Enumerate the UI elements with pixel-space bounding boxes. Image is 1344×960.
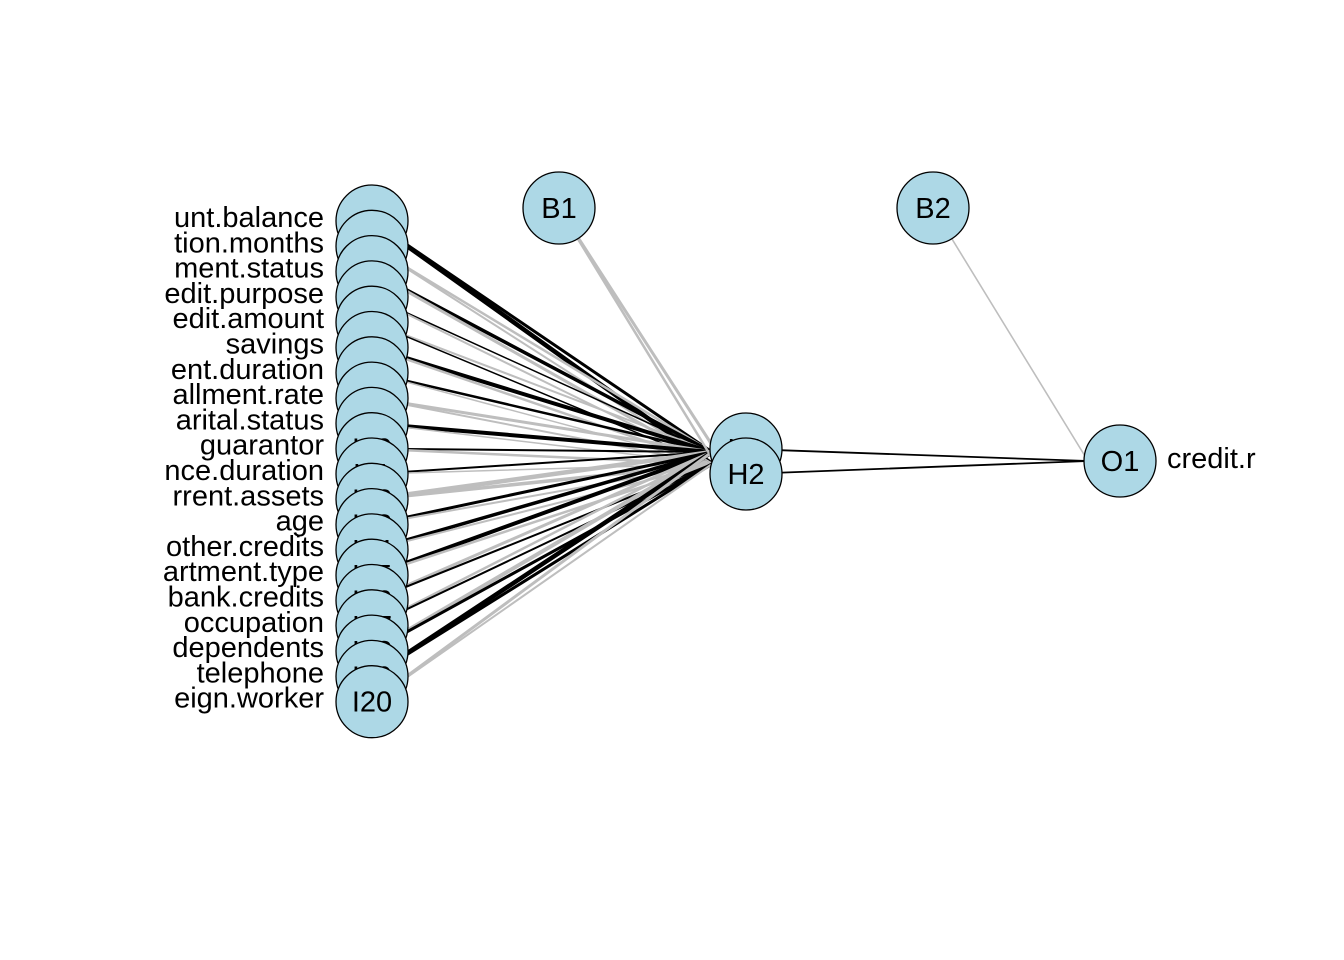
edge-i5-h1 [371, 321, 713, 453]
edge-h1-o1 [745, 448, 1089, 462]
edge-i4-h1 [371, 296, 713, 453]
edge-i6-h1 [370, 345, 714, 454]
edge-i2-h2 [371, 245, 713, 465]
hidden-node-h2: H2 [709, 437, 783, 511]
input-label-i20: eign.worker [174, 683, 324, 715]
bias-node-b2: B2 [896, 171, 970, 245]
edge-i17-h1 [370, 450, 714, 628]
hidden-node-h2-id: H2 [727, 459, 764, 491]
edge-i20-h2 [371, 463, 713, 703]
edge-i12-h1 [369, 449, 715, 502]
input-label-i10: guarantor [200, 430, 324, 462]
input-label-i14: other.credits [166, 531, 324, 563]
input-label-i3: ment.status [174, 253, 324, 285]
input-label-i7: ent.duration [171, 354, 324, 386]
edge-i15-h2 [370, 462, 714, 577]
edge-i14-h1 [370, 450, 714, 552]
hidden-node-h2-circle [709, 437, 783, 511]
edge-i8-h1 [370, 396, 714, 454]
edge-i19-h1 [369, 449, 715, 679]
edge-i13-h1 [370, 450, 714, 527]
bias-node-b1: B1 [522, 171, 596, 245]
input-node-i20: I20 [335, 665, 409, 739]
input-label-i18: dependents [172, 632, 324, 664]
output-variable-label: credit.r [1167, 443, 1256, 475]
edge-i6-h2 [370, 346, 714, 466]
edge-i9-h1 [370, 421, 714, 454]
connection-layer [369, 206, 1089, 704]
input-label-i1: unt.balance [174, 202, 324, 234]
edge-i20-h1 [370, 450, 714, 704]
edge-i8-h2 [371, 397, 713, 465]
output-node-o1: O1 [1083, 424, 1157, 498]
input-label-i12: rrent.assets [173, 480, 325, 512]
input-node-i20-id: I20 [352, 687, 392, 719]
edge-i11-h1 [371, 451, 713, 475]
edge-i11-h2 [371, 463, 713, 475]
edge-i16-h1 [370, 450, 714, 602]
edge-i2-h1 [370, 245, 714, 454]
input-node-i20-circle [335, 665, 409, 739]
edge-i7-h1 [370, 371, 714, 454]
bias-node-b2-circle [896, 171, 970, 245]
edge-i15-h1 [370, 450, 714, 578]
output-node-o1-id: O1 [1101, 446, 1140, 478]
edge-i3-h2 [370, 270, 714, 466]
input-label-i4: edit.purpose [164, 278, 324, 310]
input-label-i2: tion.months [174, 227, 324, 259]
edge-h2-o1 [745, 460, 1089, 475]
bias-node-b1-id: B1 [541, 193, 576, 225]
bias-node-b1-circle [522, 171, 596, 245]
edge-i18-h1 [370, 450, 714, 654]
input-label-i13: age [276, 506, 324, 538]
input-label-i5: edit.amount [172, 303, 324, 335]
edge-i19-h2 [370, 462, 714, 678]
edge-b1-h2 [557, 206, 714, 460]
edge-i9-h2 [371, 422, 713, 465]
edge-i5-h2 [371, 321, 713, 465]
output-node-o1-circle [1083, 424, 1157, 498]
node-layer: unt.balancetion.monthsment.statusedit.pu… [163, 171, 1157, 739]
bias-node-b2-id: B2 [915, 193, 950, 225]
input-label-i11: nce.duration [164, 455, 324, 487]
edge-i10-h1 [371, 447, 713, 453]
input-label-i16: bank.credits [168, 582, 324, 614]
input-label-i19: telephone [197, 657, 324, 689]
input-label-i8: allment.rate [172, 379, 324, 411]
input-label-i9: arital.status [176, 404, 324, 436]
input-label-i15: artment.type [163, 556, 324, 588]
input-label-i17: occupation [184, 607, 324, 639]
input-label-i6: savings [226, 329, 324, 361]
edge-b2-o1 [932, 207, 1089, 462]
edge-i3-h1 [370, 269, 714, 454]
